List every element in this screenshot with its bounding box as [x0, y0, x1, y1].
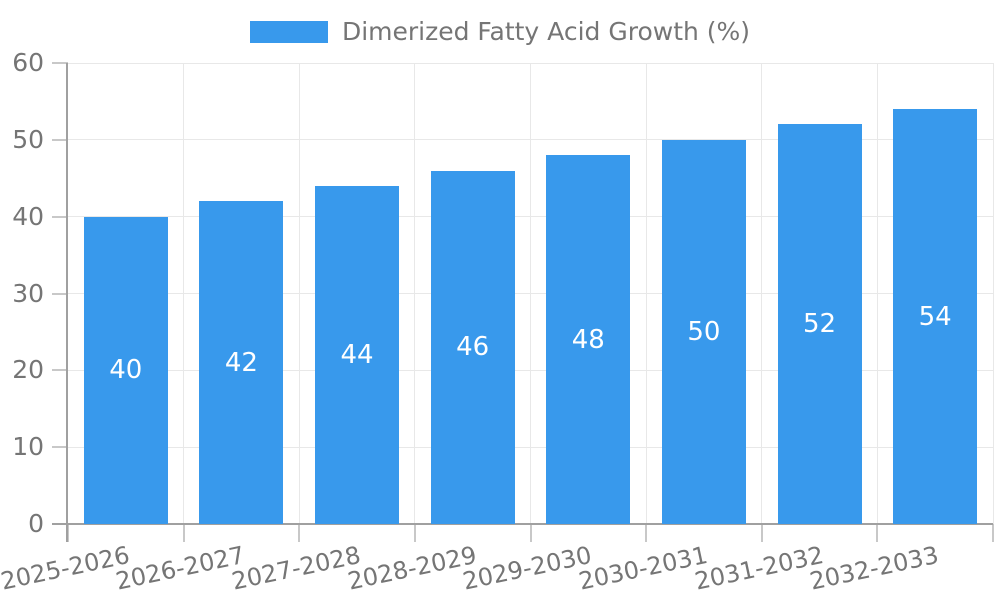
x-axis-tick	[298, 524, 301, 542]
bar[interactable]	[546, 155, 631, 524]
y-axis-line	[66, 63, 68, 542]
legend: Dimerized Fatty Acid Growth (%)	[0, 18, 1000, 46]
bar-value-label: 54	[918, 301, 952, 332]
y-axis-label: 20	[12, 355, 44, 385]
v-gridline	[414, 63, 416, 524]
bar[interactable]	[315, 185, 400, 524]
x-axis-tick	[182, 524, 185, 542]
y-axis-tick	[52, 369, 68, 372]
bar[interactable]	[83, 216, 168, 524]
y-axis-tick	[52, 446, 68, 449]
bar[interactable]	[893, 109, 978, 524]
v-gridline	[298, 63, 300, 524]
x-axis-tick	[992, 524, 994, 542]
bar-value-label: 46	[456, 332, 490, 363]
y-axis-label: 60	[12, 48, 44, 77]
v-gridline	[183, 63, 185, 524]
v-gridline	[530, 63, 531, 524]
legend-item[interactable]: Dimerized Fatty Acid Growth (%)	[249, 17, 751, 46]
legend-label: Dimerized Fatty Acid Growth (%)	[341, 17, 751, 46]
y-axis-label: 40	[12, 201, 44, 231]
y-axis-tick	[52, 215, 68, 218]
x-axis-tick	[876, 524, 879, 542]
y-axis-label: 10	[12, 432, 44, 462]
bar[interactable]	[199, 201, 284, 524]
y-axis-label: 0	[28, 509, 44, 538]
legend-swatch	[249, 21, 328, 43]
bar-value-label: 42	[224, 347, 258, 378]
x-axis-tick	[645, 524, 648, 542]
y-axis-tick	[52, 292, 68, 295]
x-axis-tick	[529, 524, 532, 542]
x-axis-tick	[413, 524, 416, 542]
bar-value-label: 52	[803, 309, 837, 340]
bar-value-label: 50	[687, 316, 721, 347]
x-axis-line	[52, 523, 993, 525]
v-gridline	[876, 63, 878, 524]
bar[interactable]	[777, 124, 862, 524]
bar[interactable]	[430, 170, 515, 524]
bar-value-label: 44	[340, 339, 374, 370]
y-axis-label: 50	[12, 124, 44, 154]
v-gridline	[761, 63, 763, 524]
v-gridline	[992, 63, 994, 524]
x-axis-tick	[67, 524, 69, 542]
bar-value-label: 40	[109, 355, 143, 386]
bar[interactable]	[661, 139, 746, 524]
x-axis-tick	[760, 524, 763, 542]
y-axis-label: 30	[12, 278, 44, 308]
bar-value-label: 48	[571, 324, 605, 355]
y-axis-tick	[52, 62, 68, 64]
v-gridline	[645, 63, 647, 524]
y-axis-tick	[52, 138, 68, 141]
